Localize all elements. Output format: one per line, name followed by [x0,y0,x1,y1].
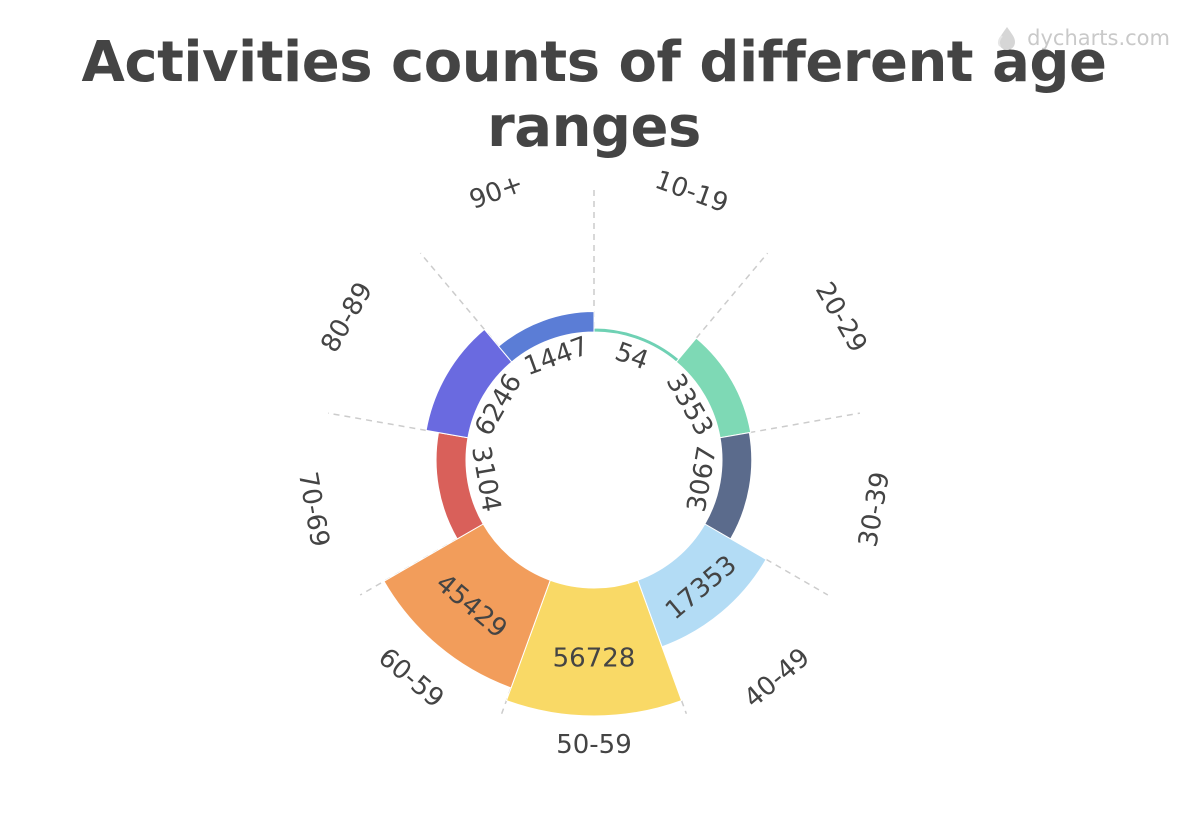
category-label-70-69: 70-69 [292,470,335,550]
sector-80-89[interactable] [425,328,513,439]
category-label-40-49: 40-49 [739,643,816,715]
category-label-50-59: 50-59 [556,730,632,760]
category-label-30-39: 30-39 [853,470,896,550]
sector-20-29[interactable] [675,337,752,439]
category-label-80-89: 80-89 [315,277,379,357]
guide-line-50-59 [680,700,688,714]
category-guides [327,190,861,714]
value-label-50-59: 56728 [553,643,636,673]
chart-title: Activities counts of different age range… [81,30,1107,160]
watermark: dycharts.com [993,24,1170,52]
chart-sectors [383,311,767,717]
sector-90[interactable] [497,311,595,363]
category-label-20-29: 20-29 [809,277,873,357]
sector-60-59[interactable] [383,523,551,689]
guide-line-90 [419,252,500,347]
guide-line-20-29 [695,252,769,339]
category-label-60-59: 60-59 [372,643,449,715]
sector-50-59[interactable] [505,579,683,717]
guide-line-80-89 [327,412,427,432]
watermark-text: dycharts.com [1027,26,1170,50]
drop-logo-icon [998,27,1016,50]
category-label-10-19: 10-19 [651,165,732,219]
category-label-90: 90+ [466,169,528,216]
guide-line-40-49 [765,558,829,596]
guide-line-30-39 [749,412,861,434]
